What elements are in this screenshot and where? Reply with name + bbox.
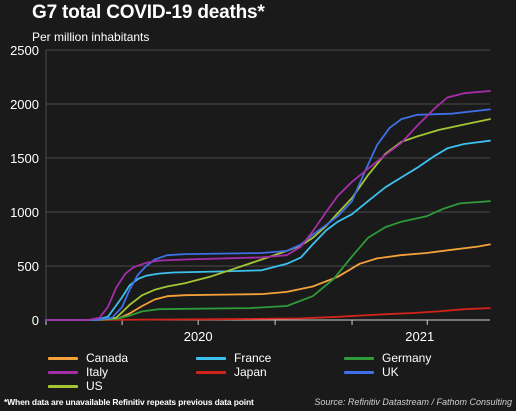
series-line-japan bbox=[45, 307, 491, 321]
chart-subtitle: Per million inhabitants bbox=[32, 30, 150, 44]
y-tick-label: 1000 bbox=[10, 205, 39, 220]
series-line-us bbox=[45, 118, 491, 321]
y-tick-label: 1500 bbox=[10, 151, 39, 166]
series-line-germany bbox=[45, 200, 491, 321]
series-line-france bbox=[45, 139, 491, 321]
x-tick-label-2021: 2021 bbox=[405, 329, 434, 344]
series-lines bbox=[45, 90, 491, 321]
tick-labels: 0 500 1000 1500 2000 2500 2020 2021 bbox=[10, 43, 434, 344]
grid-lines bbox=[46, 49, 490, 267]
series-line-canada bbox=[45, 243, 491, 321]
x-tick-label-2020: 2020 bbox=[184, 329, 213, 344]
chart-title: G7 total COVID-19 deaths* bbox=[32, 2, 265, 23]
y-tick-label: 0 bbox=[32, 313, 39, 328]
series-line-uk bbox=[45, 108, 491, 321]
source-note: Source: Refinitiv Datastream / Fathom Co… bbox=[314, 397, 512, 407]
axes bbox=[45, 50, 490, 325]
footnote: *When data are unavailable Refinitiv rep… bbox=[4, 397, 254, 407]
y-tick-label: 500 bbox=[17, 259, 39, 274]
y-tick-label: 2000 bbox=[10, 97, 39, 112]
series-line-italy bbox=[45, 90, 491, 321]
y-tick-label: 2500 bbox=[10, 43, 39, 58]
